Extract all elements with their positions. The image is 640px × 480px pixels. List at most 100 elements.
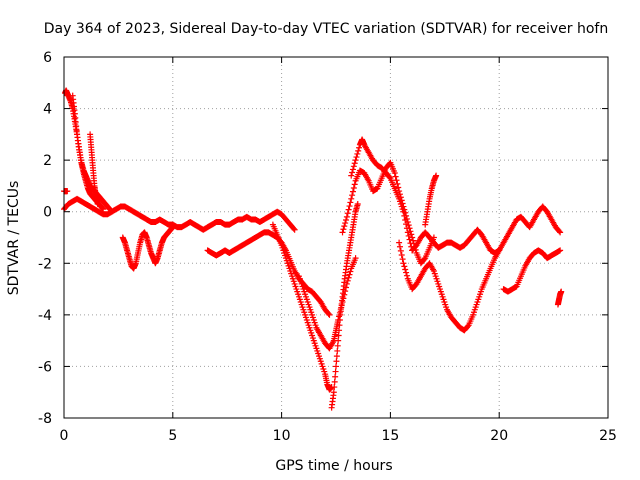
data-point — [339, 229, 346, 236]
data-point — [353, 154, 360, 161]
data-point — [334, 342, 341, 349]
series-arc-17 — [554, 288, 565, 308]
data-point — [333, 358, 340, 365]
data-point — [399, 256, 406, 263]
data-point — [395, 184, 402, 191]
data-point — [336, 322, 343, 329]
data-point — [391, 170, 398, 177]
y-tick-label: 2 — [43, 153, 52, 169]
data-point — [402, 266, 409, 273]
y-tick-label: 6 — [43, 50, 52, 66]
data-point — [401, 263, 408, 270]
data-point — [94, 200, 101, 207]
y-tick-label: -4 — [38, 308, 52, 324]
data-point — [401, 212, 408, 219]
data-point — [100, 206, 107, 213]
data-point — [556, 228, 563, 235]
data-point — [557, 229, 564, 236]
data-point — [325, 310, 332, 317]
data-point — [356, 144, 363, 151]
data-point — [347, 199, 354, 206]
data-point — [396, 243, 403, 250]
data-point — [349, 188, 356, 195]
data-point — [354, 200, 361, 207]
data-point — [351, 160, 358, 167]
x-tick-label: 25 — [599, 428, 617, 444]
data-point — [350, 184, 357, 191]
data-point — [345, 274, 352, 281]
data-point — [405, 222, 412, 229]
data-point — [398, 252, 405, 259]
data-point — [393, 177, 400, 184]
data-marks — [61, 87, 565, 411]
series-arc-14 — [409, 203, 564, 256]
data-point — [400, 208, 407, 215]
data-point — [330, 389, 337, 396]
x-axis-title: GPS time / hours — [275, 458, 392, 474]
y-axis-title: SDTVAR / TECUs — [6, 181, 22, 296]
data-point — [346, 203, 353, 210]
data-point — [397, 247, 404, 254]
y-tick-label: -2 — [38, 256, 52, 272]
data-point — [346, 271, 353, 278]
data-point — [407, 240, 414, 247]
data-point — [326, 311, 333, 318]
x-tick-label: 5 — [168, 428, 177, 444]
data-point — [352, 157, 359, 164]
data-point — [348, 172, 355, 179]
chart-title: Day 364 of 2023, Sidereal Day-to-day VTE… — [44, 21, 608, 37]
data-point — [343, 216, 350, 223]
series-arc-5 — [61, 195, 298, 233]
data-point — [351, 181, 358, 188]
data-point — [335, 332, 342, 339]
data-point — [349, 169, 356, 176]
series-arc-8 — [269, 221, 335, 393]
data-point — [344, 210, 351, 217]
series-arc-13 — [396, 239, 503, 334]
y-tick-label: -6 — [38, 359, 52, 375]
series-arc-9 — [296, 255, 359, 352]
data-point — [336, 317, 343, 324]
x-tick-label: 0 — [60, 428, 69, 444]
series-arc-15 — [422, 172, 440, 228]
data-point — [333, 363, 339, 370]
data-point — [332, 373, 339, 380]
data-point — [290, 225, 297, 232]
series-arc-16 — [500, 247, 564, 295]
data-point — [421, 256, 428, 263]
data-point — [403, 272, 410, 279]
data-point — [392, 173, 399, 180]
data-point — [342, 220, 349, 227]
data-point — [464, 323, 471, 330]
data-point — [335, 337, 342, 344]
data-point — [404, 229, 411, 236]
axis-ticks: 0 5 10 15 20 25 -8 -6 -4 -2 0 2 4 6 — [38, 50, 617, 444]
data-point — [344, 277, 351, 284]
data-point — [345, 206, 352, 213]
data-point — [402, 216, 409, 223]
data-point — [332, 368, 339, 375]
x-tick-label: 15 — [381, 428, 399, 444]
data-point — [336, 327, 343, 334]
y-tick-label: 4 — [43, 102, 52, 118]
series-arc-4 — [61, 188, 71, 195]
data-point — [348, 195, 355, 202]
data-point — [403, 225, 410, 232]
data-point — [407, 228, 414, 235]
data-point — [354, 150, 361, 157]
data-point — [331, 384, 338, 391]
data-point — [169, 224, 176, 231]
series-arc-10 — [328, 200, 361, 411]
x-tick-label: 10 — [273, 428, 291, 444]
series-arc-12 — [348, 136, 416, 254]
data-point — [355, 147, 362, 154]
data-point — [396, 239, 403, 246]
data-point — [343, 213, 350, 220]
data-point — [347, 268, 354, 275]
data-point — [406, 236, 413, 243]
data-point — [64, 188, 71, 195]
plot-frame — [63, 56, 609, 419]
data-point — [557, 247, 564, 254]
x-tick-label: 20 — [490, 428, 508, 444]
